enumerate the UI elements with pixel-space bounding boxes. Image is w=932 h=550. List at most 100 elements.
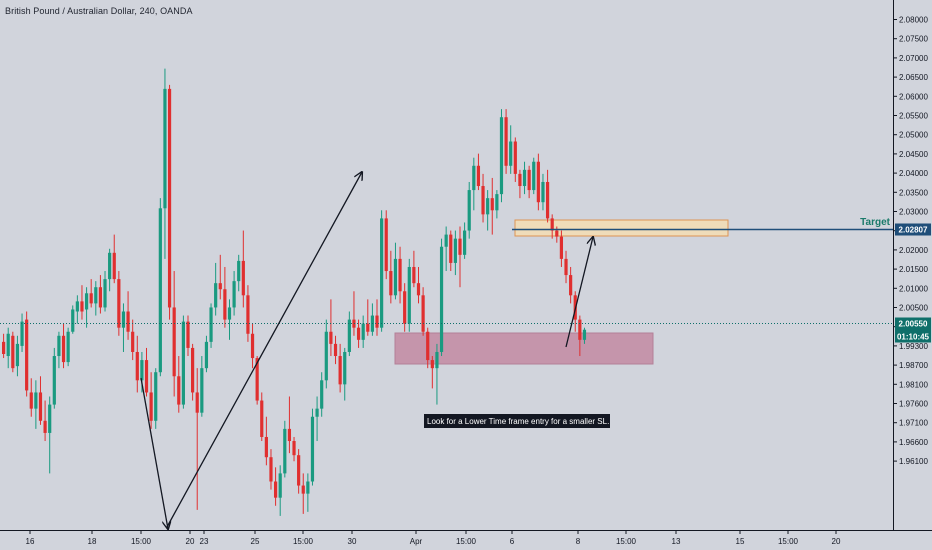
candle-body: [310, 416, 315, 482]
candle-body: [499, 117, 504, 195]
price-tick-label: 1.98100: [899, 380, 928, 389]
candle-body: [569, 275, 573, 296]
candle-body: [15, 343, 20, 367]
time-tick-label: 13: [672, 537, 681, 546]
candle-body: [472, 165, 476, 191]
arrow-up: [166, 172, 362, 528]
candle-body: [495, 194, 499, 211]
candle-body: [453, 238, 457, 263]
candle-body: [356, 327, 361, 340]
candle-body: [98, 287, 103, 308]
candle-body: [532, 161, 536, 191]
time-tick-label: 6: [510, 537, 515, 546]
candle-body: [108, 252, 112, 280]
candle-body: [389, 271, 393, 296]
candle-body: [481, 186, 485, 215]
arrows-layer: [140, 172, 593, 529]
candle-body: [163, 88, 167, 209]
candle-body: [29, 392, 33, 409]
time-tick-label: 8: [576, 537, 581, 546]
time-tick-label: 18: [88, 537, 97, 546]
candle-body: [186, 321, 190, 348]
candle-body: [117, 279, 121, 328]
lines-layer: Target: [0, 217, 893, 324]
candle-body: [366, 323, 370, 332]
candle-body: [25, 319, 29, 391]
candle-body: [338, 356, 342, 385]
candle-body: [509, 141, 513, 166]
price-tick-label: 1.96600: [899, 438, 928, 447]
candle-body: [324, 331, 328, 381]
candle-body: [121, 311, 126, 328]
candle-body: [513, 141, 517, 174]
current-price-text: 2.00550: [899, 320, 928, 329]
candle-body: [504, 117, 508, 166]
candle-body: [264, 436, 268, 458]
candle-body: [292, 441, 296, 456]
candle-body: [195, 392, 199, 413]
price-tick-label: 2.04000: [899, 169, 928, 178]
candle-body: [48, 404, 52, 433]
target-price-text: 2.02807: [899, 226, 928, 235]
candle-body: [403, 291, 407, 324]
candle-body: [89, 293, 93, 304]
candle-body: [255, 358, 259, 401]
candle-body: [66, 331, 70, 363]
price-tick-label: 1.98700: [899, 361, 928, 370]
price-tick-label: 2.01000: [899, 284, 928, 293]
candle-body: [343, 351, 347, 385]
candle-body: [75, 301, 79, 312]
candle-body: [550, 218, 554, 231]
candle-body: [250, 333, 255, 359]
candle-body: [421, 295, 425, 332]
candle-body: [582, 329, 587, 340]
target-price-tag: [895, 223, 931, 236]
candle-body: [131, 331, 135, 352]
price-tick-label: 2.01500: [899, 265, 928, 274]
candle-body: [57, 335, 61, 357]
candle-body: [306, 481, 310, 494]
candle-body: [214, 283, 218, 308]
candle-body: [191, 347, 195, 393]
price-tick-label: 1.96100: [899, 457, 928, 466]
time-tick-label: 20: [832, 537, 841, 546]
candle-body: [536, 161, 540, 203]
candle-body: [80, 301, 84, 312]
candle-body: [38, 392, 43, 421]
candle-body: [426, 331, 430, 361]
candle-body: [84, 293, 89, 310]
demand-zone: [394, 332, 654, 365]
candle-body: [154, 372, 158, 421]
candle-body: [232, 281, 236, 308]
candle-body: [435, 351, 439, 369]
candles-layer: [2, 68, 587, 516]
price-tick-label: 1.97100: [899, 419, 928, 428]
candle-body: [522, 169, 527, 187]
candle-body: [361, 323, 365, 340]
price-tick-label: 2.05500: [899, 112, 928, 121]
price-tick-label: 2.02000: [899, 246, 928, 255]
candle-body: [393, 258, 398, 296]
candle-body: [541, 181, 545, 203]
time-axis[interactable]: 16 18 15:00 20 23 25 15:00 30 Apr 15:00 6 8 15:00 13 1…: [26, 530, 841, 546]
candle-body: [301, 485, 305, 494]
candle-body: [260, 400, 264, 437]
candle-body: [6, 333, 10, 357]
arrow-to-target: [565, 237, 593, 348]
candle-body: [439, 246, 444, 352]
price-tags-layer: 2.02807 2.00550 01:10:45: [895, 223, 931, 343]
candle-body: [375, 315, 379, 328]
candle-body: [237, 260, 241, 282]
candle-body: [103, 279, 107, 308]
target-label: Target: [860, 217, 890, 228]
price-tick-label: 2.00500: [899, 304, 928, 313]
candle-body: [149, 392, 153, 421]
candle-body: [329, 331, 333, 344]
time-tick-label: 15: [736, 537, 745, 546]
candle-body: [476, 165, 481, 187]
price-axis[interactable]: 2.08000 2.07500 2.07000 2.06500 2.06000 2.055…: [893, 16, 928, 467]
candle-body: [94, 287, 98, 304]
candle-body: [11, 335, 15, 369]
